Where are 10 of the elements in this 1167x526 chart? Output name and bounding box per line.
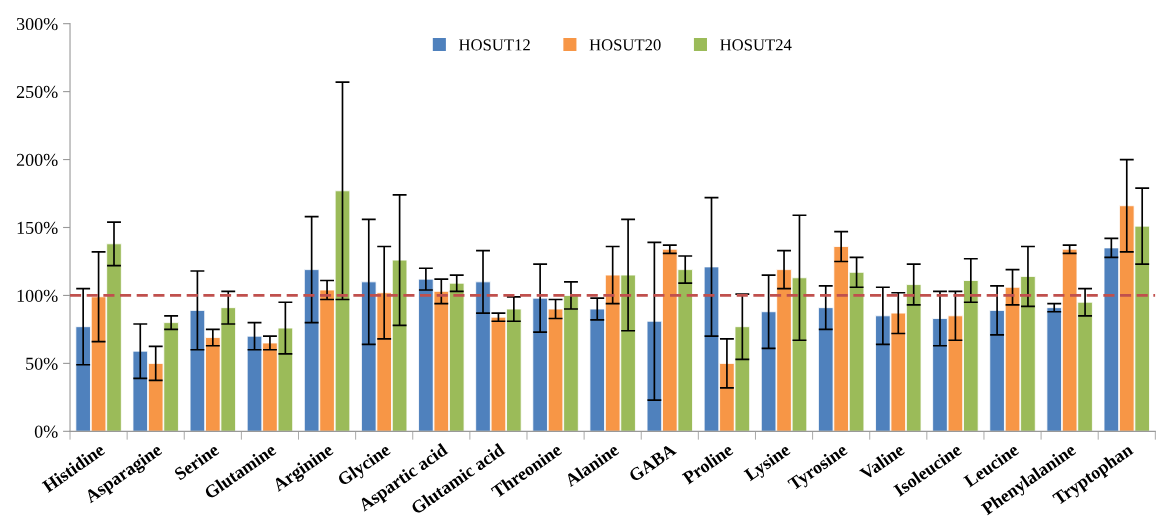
legend-label: HOSUT20 [589, 39, 661, 51]
legend-label: HOSUT24 [720, 39, 792, 51]
legend-label: HOSUT12 [458, 39, 530, 51]
y-tick-label: 250% [16, 85, 58, 99]
y-tick-label: 100% [17, 289, 58, 302]
y-tick-label: 200% [16, 153, 58, 167]
y-tick-label: 150% [17, 221, 58, 234]
y-tick-label: 0% [34, 425, 58, 438]
y-tick-label: 50% [26, 357, 58, 370]
y-tick-label: 300% [16, 17, 58, 31]
